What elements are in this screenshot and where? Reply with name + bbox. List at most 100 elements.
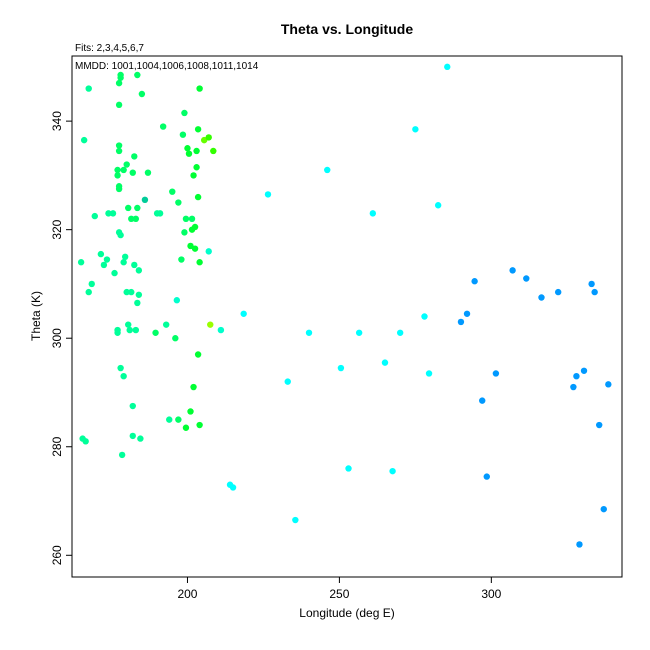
data-point xyxy=(128,215,135,223)
fits-subtitle: Fits: 2,3,4,5,6,7 xyxy=(75,43,144,54)
data-point xyxy=(115,79,123,87)
plot-frame xyxy=(71,55,623,578)
data-point xyxy=(117,71,124,79)
data-point xyxy=(421,313,428,320)
data-point xyxy=(573,372,580,380)
data-point xyxy=(457,318,465,326)
data-point xyxy=(355,329,363,336)
data-point xyxy=(184,145,191,152)
data-point xyxy=(538,294,545,301)
x-tick-label: 200 xyxy=(177,587,197,601)
x-tick-label: 250 xyxy=(329,587,349,601)
data-point xyxy=(207,321,214,328)
data-point xyxy=(396,329,404,336)
data-point xyxy=(591,288,598,296)
chart-title: Theta vs. Longitude xyxy=(281,21,413,37)
data-point xyxy=(135,291,143,298)
data-point xyxy=(152,329,159,336)
data-point xyxy=(162,321,170,328)
data-point xyxy=(588,280,595,288)
data-point xyxy=(191,245,199,252)
data-point xyxy=(88,280,95,288)
data-point xyxy=(196,85,203,92)
data-point xyxy=(129,402,136,410)
data-point xyxy=(305,329,313,336)
data-point xyxy=(134,299,141,307)
y-tick-label: 280 xyxy=(50,436,64,456)
data-point xyxy=(205,248,212,255)
data-point xyxy=(444,63,451,71)
data-point xyxy=(141,196,149,204)
data-point xyxy=(337,364,345,372)
data-point xyxy=(605,381,612,388)
data-point xyxy=(175,416,182,423)
data-point xyxy=(111,269,118,277)
data-point xyxy=(217,326,225,334)
data-point xyxy=(492,370,500,377)
data-point xyxy=(123,288,130,296)
data-point xyxy=(135,267,143,274)
data-point xyxy=(483,473,490,480)
y-axis: 260 280 300 320 340 xyxy=(50,111,72,565)
data-point xyxy=(179,131,187,138)
data-point xyxy=(115,185,123,193)
data-point xyxy=(105,210,112,217)
data-point xyxy=(188,215,196,223)
data-point xyxy=(389,467,396,475)
mmdd-subtitle: MMDD: 1001,1004,1006,1008,1011,1014 xyxy=(75,61,259,72)
data-point xyxy=(284,378,291,385)
points-layer xyxy=(77,63,612,548)
data-point xyxy=(120,166,127,174)
y-tick-label: 300 xyxy=(50,328,64,348)
data-point xyxy=(77,259,85,266)
data-point xyxy=(144,169,152,176)
data-point xyxy=(114,326,121,334)
data-point xyxy=(117,231,124,239)
data-point xyxy=(134,71,141,79)
data-point xyxy=(580,367,588,374)
data-point xyxy=(173,297,181,304)
data-point xyxy=(114,166,121,174)
data-point xyxy=(194,193,202,201)
data-point xyxy=(229,484,237,491)
data-point xyxy=(292,516,299,524)
data-point xyxy=(576,541,583,548)
data-point xyxy=(115,142,123,149)
data-point xyxy=(369,210,377,217)
data-point xyxy=(166,416,173,423)
data-point xyxy=(103,256,111,263)
data-point xyxy=(109,210,117,217)
data-point xyxy=(85,288,92,296)
data-point xyxy=(91,212,98,220)
data-point xyxy=(114,172,121,179)
data-point xyxy=(181,109,188,117)
data-point xyxy=(205,134,212,141)
data-point xyxy=(191,223,199,231)
data-point xyxy=(115,101,123,109)
data-point xyxy=(178,256,185,263)
data-point xyxy=(210,147,217,155)
data-point xyxy=(182,215,190,223)
data-point xyxy=(82,438,89,445)
data-point xyxy=(120,259,127,266)
data-point xyxy=(194,126,202,133)
data-point xyxy=(134,204,141,212)
data-point xyxy=(185,150,193,157)
data-point xyxy=(190,383,197,391)
data-point xyxy=(264,191,272,198)
y-tick-label: 260 xyxy=(50,545,64,565)
data-point xyxy=(97,250,105,258)
data-point xyxy=(126,326,133,334)
data-point xyxy=(600,505,607,513)
data-point xyxy=(137,435,144,442)
x-axis-label: Longitude (deg E) xyxy=(299,606,394,620)
data-point xyxy=(132,215,140,223)
data-point xyxy=(115,147,123,155)
data-point xyxy=(117,364,124,372)
y-axis-label: Theta (K) xyxy=(29,291,43,341)
data-point xyxy=(181,229,188,236)
data-point xyxy=(381,359,389,366)
data-point xyxy=(194,351,202,358)
data-point xyxy=(425,370,433,377)
data-point xyxy=(169,188,176,195)
